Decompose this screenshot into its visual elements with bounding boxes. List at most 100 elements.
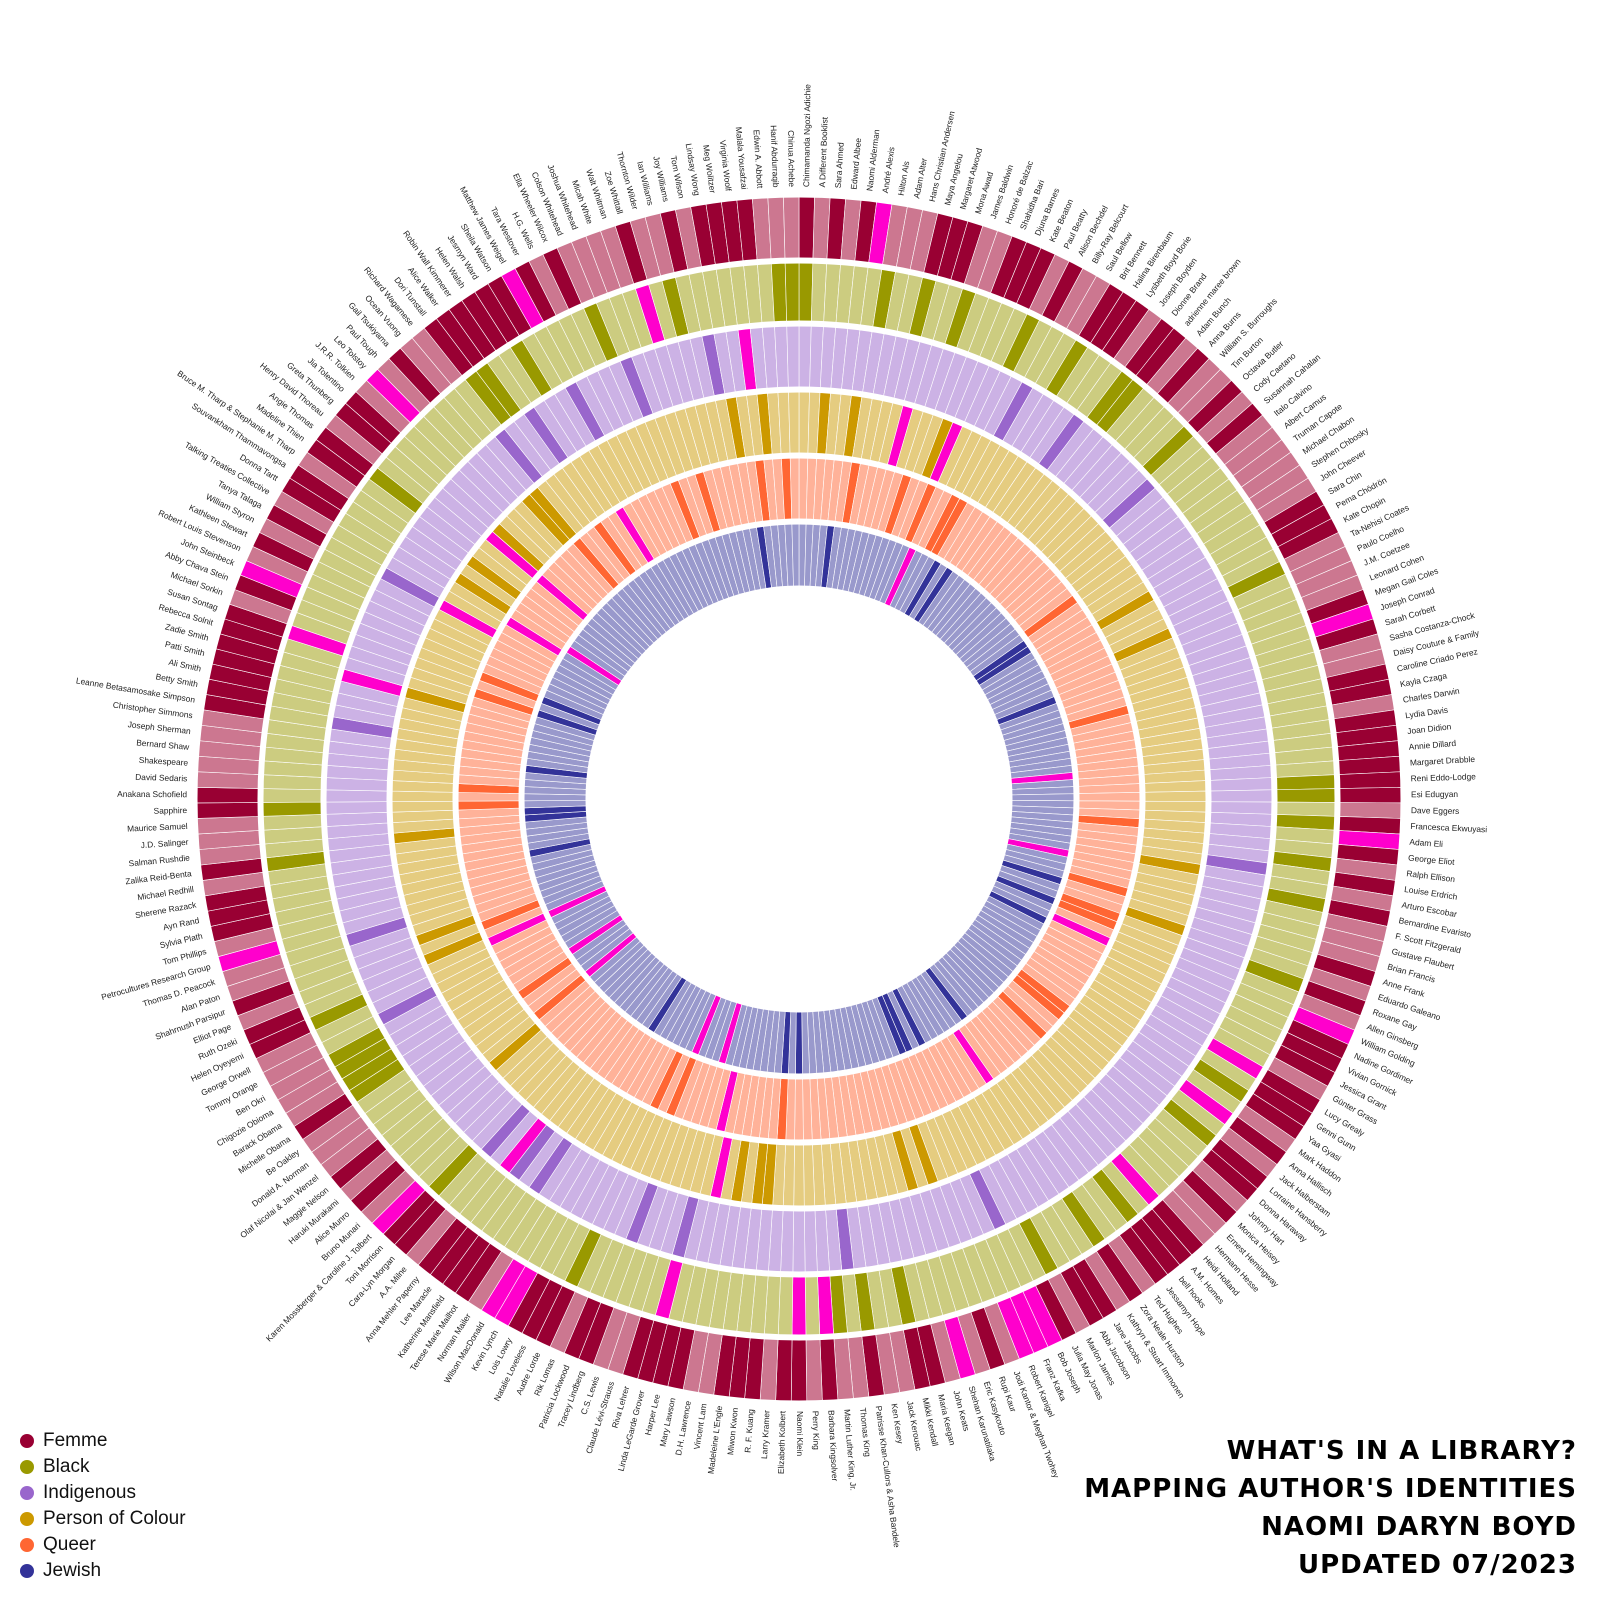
ring-divider bbox=[257, 257, 1341, 1341]
author-label: Elizabeth Kolbert bbox=[776, 1410, 788, 1474]
segment bbox=[1338, 771, 1403, 789]
segment bbox=[784, 261, 800, 323]
author-label: Salman Rushdie bbox=[128, 852, 190, 868]
ring-divider bbox=[260, 260, 1338, 1338]
legend-label: Jewish bbox=[43, 1560, 102, 1581]
author-label: Mikki Kendall bbox=[921, 1397, 941, 1447]
author-label: J.D. Salinger bbox=[140, 837, 189, 850]
segment bbox=[324, 789, 389, 803]
legend-label: Black bbox=[43, 1456, 90, 1477]
author-label: R. F. Kuang bbox=[742, 1408, 755, 1453]
ring-divider bbox=[386, 386, 1212, 1212]
author-label: Larry Kramer bbox=[759, 1410, 772, 1460]
author-label: Chinua Achebe bbox=[786, 130, 797, 187]
author-label: Mary Lawson bbox=[657, 1396, 677, 1447]
ring-divider bbox=[518, 518, 1080, 1080]
legend-label: Femme bbox=[43, 1430, 108, 1451]
ring-divider bbox=[323, 323, 1275, 1275]
title-line-1: WHAT'S IN A LIBRARY? bbox=[1226, 1436, 1577, 1466]
author-label: Harper Lee bbox=[643, 1393, 662, 1436]
author-label: Anakana Schofield bbox=[117, 789, 187, 799]
author-label: Kayla Czaga bbox=[1399, 670, 1448, 689]
segment bbox=[1338, 802, 1403, 819]
legend-item-indigenous: Indigenous bbox=[20, 1480, 186, 1506]
author-label: Malala Yousafzai bbox=[734, 126, 750, 190]
author-label: Ayn Rand bbox=[162, 915, 200, 932]
author-label: Thomas King bbox=[858, 1407, 873, 1457]
ring-divider bbox=[452, 452, 1146, 1146]
identity-rings bbox=[194, 194, 1404, 1404]
legend-label: Queer bbox=[43, 1534, 96, 1555]
ring-divider bbox=[320, 320, 1278, 1278]
author-label: Lindsay Wong bbox=[684, 142, 703, 196]
legend-swatch bbox=[20, 1564, 34, 1578]
legend-swatch bbox=[20, 1460, 34, 1474]
legend-label: Person of Colour bbox=[43, 1508, 186, 1529]
segment bbox=[1077, 792, 1142, 802]
ring-divider bbox=[194, 194, 1404, 1404]
segment bbox=[792, 1209, 806, 1274]
author-label: A Different Booklist bbox=[817, 116, 830, 188]
segment bbox=[798, 261, 814, 323]
author-label: George Eliot bbox=[1408, 852, 1456, 867]
author-label: Margaret Drabble bbox=[1410, 754, 1476, 768]
author-label: Hanif Abdurraqib bbox=[769, 125, 781, 188]
title-line-3: NAOMI DARYN BOYD bbox=[1261, 1512, 1577, 1542]
author-label: Meg Wolitzer bbox=[701, 144, 718, 194]
segment bbox=[1338, 787, 1403, 804]
segment bbox=[789, 456, 800, 521]
author-label: Vincent Lam bbox=[692, 1403, 709, 1450]
author-label: Naomi Klein bbox=[795, 1411, 805, 1456]
ring-black bbox=[261, 261, 1337, 1337]
author-label: Hilton Als bbox=[896, 160, 912, 196]
author-label: Louise Erdrich bbox=[1404, 884, 1459, 902]
ring-queer bbox=[456, 456, 1142, 1142]
segment bbox=[1275, 801, 1337, 817]
segment bbox=[786, 324, 800, 389]
ring-divider bbox=[521, 521, 1077, 1077]
segment bbox=[775, 1338, 793, 1403]
segment bbox=[261, 801, 323, 817]
segment bbox=[390, 790, 455, 802]
legend-item-femme: Femme bbox=[20, 1428, 186, 1454]
author-label: Martin Luther King, Jr. bbox=[842, 1409, 858, 1491]
author-label: Charles Darwin bbox=[1402, 686, 1460, 705]
legend-item-black: Black bbox=[20, 1454, 186, 1480]
segment bbox=[788, 390, 800, 455]
segment bbox=[1275, 774, 1337, 791]
author-label: Adam Eli bbox=[1409, 837, 1443, 849]
legend-item-queer: Queer bbox=[20, 1532, 186, 1558]
author-label: Ken Kesey bbox=[889, 1403, 905, 1445]
segment bbox=[798, 195, 815, 260]
author-label: Madeleine L'Engle bbox=[706, 1405, 725, 1475]
author-label: André Alexis bbox=[880, 146, 896, 194]
segment bbox=[793, 1143, 805, 1208]
segment bbox=[1143, 790, 1208, 802]
segment bbox=[390, 800, 455, 813]
author-label: Barbara Kingsolver bbox=[826, 1410, 840, 1482]
author-label: Ali Smith bbox=[168, 657, 203, 674]
legend-swatch bbox=[20, 1434, 34, 1448]
segment bbox=[767, 195, 786, 261]
author-label: Adam Alter bbox=[911, 157, 929, 199]
author-label: Annie Dillard bbox=[1408, 738, 1456, 752]
author-label: Maurice Samuel bbox=[127, 821, 188, 834]
segment bbox=[324, 801, 389, 815]
segment bbox=[804, 1275, 821, 1337]
segment bbox=[195, 787, 260, 804]
author-label: Francesca Ekwuyasi bbox=[1410, 821, 1487, 834]
author-label: Joan Didion bbox=[1407, 721, 1452, 736]
author-label: Virginia Woolf bbox=[718, 139, 734, 192]
segment bbox=[195, 802, 260, 819]
author-label: Michael Redhill bbox=[137, 884, 195, 902]
legend-swatch bbox=[20, 1538, 34, 1552]
ring-jewish bbox=[522, 522, 1076, 1076]
title-line-4: UPDATED 07/2023 bbox=[1297, 1550, 1577, 1580]
legend-item-person-of-colour: Person of Colour bbox=[20, 1506, 186, 1532]
legend-item-jewish: Jewish bbox=[20, 1558, 186, 1584]
author-label: Edwin A. Abbott bbox=[751, 129, 765, 189]
author-label: Naomi Alderman bbox=[864, 129, 881, 192]
author-label: Sara Ahmed bbox=[833, 142, 846, 189]
segment bbox=[805, 1338, 823, 1403]
